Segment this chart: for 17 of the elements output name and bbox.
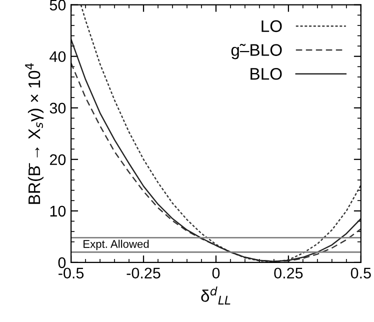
x-tick-label: 0.5 [350, 268, 371, 279]
y-tick-label: 50 [50, 0, 66, 11]
ref-line-label: Expt. Allowed [84, 240, 149, 250]
y-tick-label: 30 [50, 102, 66, 114]
y-axis-title: BR(B̄ → X$_{s}$γ) × 10$^{4}$ [25, 63, 44, 204]
x-tick-label: -0.5 [58, 268, 84, 279]
x-tick-label: -0.25 [126, 268, 160, 279]
x-axis-title: δ$^{d}$$_{LL}$ [201, 286, 230, 304]
y-tick-label: 20 [50, 154, 66, 166]
legend-label: g̃–BLO [231, 44, 282, 60]
x-tick-label: 0.25 [274, 268, 303, 279]
x-tick-label: 0 [212, 268, 220, 279]
y-tick-label: 40 [50, 51, 66, 62]
y-tick-label: 0 [58, 257, 66, 268]
y-tick-label: 10 [50, 206, 66, 217]
legend-label: LO [262, 20, 282, 32]
legend-label: BLO [250, 68, 282, 80]
